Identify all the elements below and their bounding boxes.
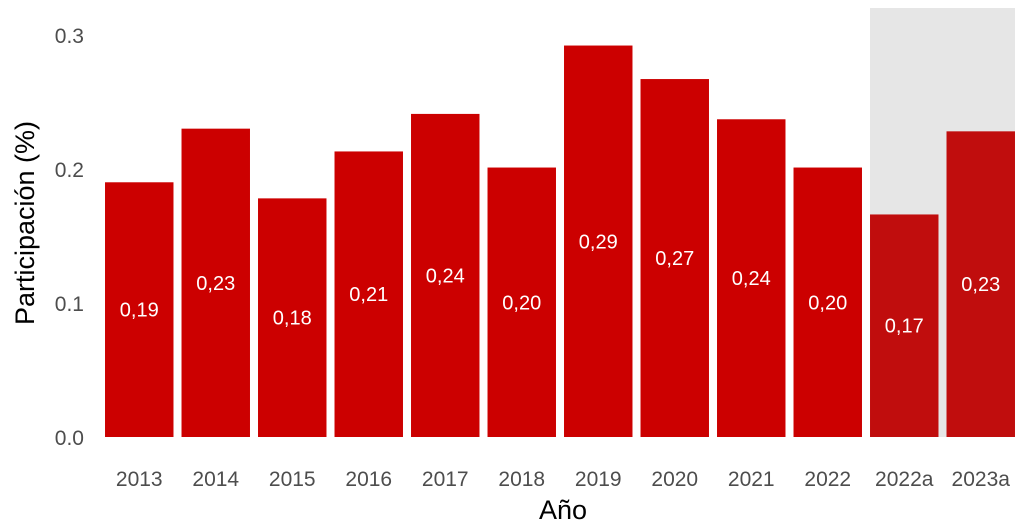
bar-value-label-2016: 0,21 [349,284,388,306]
y-tick-label: 0.1 [55,293,84,316]
bar-2013 [105,182,174,437]
x-tick-label-2019: 2019 [575,468,622,491]
x-tick-label-2022: 2022 [804,468,851,491]
bar-2022 [793,167,862,438]
bar-value-label-2021: 0,24 [732,268,771,290]
bar-value-label-2022a: 0,17 [885,316,924,338]
x-axis-title: Año [539,495,587,522]
y-tick-label: 0.3 [55,25,84,48]
x-tick-label-2018: 2018 [498,468,545,491]
bar-2015 [258,198,327,437]
bar-value-label-2013: 0,19 [120,300,159,322]
bar-value-label-2018: 0,20 [502,292,541,314]
bar-value-label-2023a: 0,23 [961,274,1000,296]
bar-2016 [334,151,403,437]
x-axis-ticks: 2013 2014 2015 2016 2017 2018 2019 2020 2021 2022… [116,468,1010,491]
y-tick-label: 0.2 [55,159,84,182]
x-tick-label-2017: 2017 [422,468,469,491]
x-tick-label-2022a: 2022a [875,468,934,491]
bar-value-label-2022: 0,20 [808,292,847,314]
bar-2017 [411,113,480,438]
y-tick-label: 0.0 [55,427,84,450]
bar-2022a [870,214,939,437]
x-tick-label-2015: 2015 [269,468,316,491]
x-tick-label-2013: 2013 [116,468,163,491]
bars-group [105,45,1015,438]
bar-labels-group: 0,19 0,23 0,18 0,21 0,24 0,20 0,29 0,27 0,24 0,20… [120,231,1000,337]
bar-value-label-2015: 0,18 [273,308,312,330]
bar-value-label-2020: 0,27 [655,248,694,270]
bar-value-label-2019: 0,29 [579,231,618,253]
x-tick-label-2016: 2016 [345,468,392,491]
x-tick-label-2023a: 2023a [952,468,1011,491]
x-tick-label-2020: 2020 [651,468,698,491]
x-tick-label-2021: 2021 [728,468,775,491]
x-tick-label-2014: 2014 [192,468,239,491]
bar-2014 [181,128,250,437]
bar-2021 [717,119,786,437]
bar-2023a [946,131,1015,437]
bar-value-label-2014: 0,23 [196,273,235,295]
bar-2018 [487,167,556,438]
bar-2020 [640,79,709,437]
y-axis-title: Participación (%) [10,121,40,325]
bar-value-label-2017: 0,24 [426,265,465,287]
bar-2019 [564,45,633,437]
y-axis-ticks: 0.0 0.1 0.2 0.3 [55,25,84,450]
